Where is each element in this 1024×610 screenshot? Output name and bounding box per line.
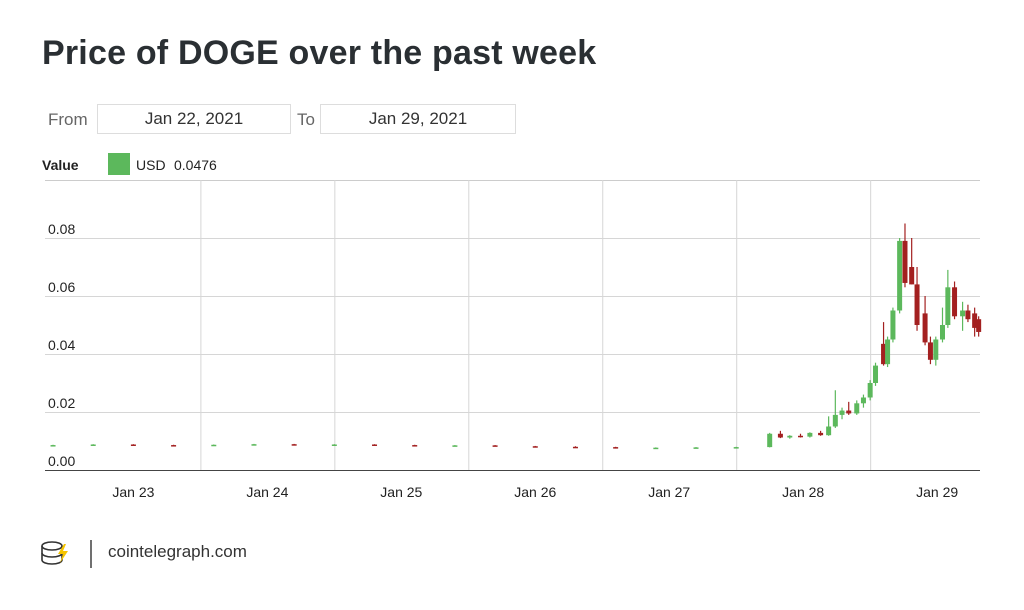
candle-body bbox=[291, 444, 297, 446]
candle-body bbox=[832, 414, 838, 427]
candle-body bbox=[922, 313, 928, 343]
candle-body bbox=[860, 397, 866, 404]
candle-body bbox=[807, 432, 813, 437]
candle-body bbox=[960, 310, 966, 317]
candle-body bbox=[653, 447, 659, 450]
x-tick-label: Jan 28 bbox=[782, 484, 824, 500]
candle-body bbox=[914, 284, 920, 325]
candle-body bbox=[767, 433, 773, 448]
candle-body bbox=[90, 444, 96, 446]
candle-body bbox=[897, 240, 903, 311]
candle-body bbox=[211, 444, 217, 447]
candle-body bbox=[945, 287, 951, 325]
logo bbox=[41, 540, 92, 568]
candle-body bbox=[909, 267, 915, 285]
y-tick-label: 0.00 bbox=[48, 453, 75, 469]
legend-title: Value bbox=[42, 157, 79, 173]
candle-body bbox=[890, 310, 896, 340]
candle-body bbox=[251, 444, 257, 446]
y-tick-label: 0.04 bbox=[48, 337, 75, 353]
candle-body bbox=[927, 342, 933, 360]
from-label: From bbox=[48, 110, 88, 129]
candle-body bbox=[826, 426, 832, 436]
candle-body bbox=[933, 339, 939, 360]
candle-body bbox=[854, 403, 860, 414]
candle-body bbox=[613, 447, 619, 449]
candle-body bbox=[372, 444, 378, 446]
candle-body bbox=[972, 313, 978, 328]
candle-body bbox=[965, 310, 971, 320]
candle-body bbox=[873, 365, 879, 383]
candle-body bbox=[572, 446, 578, 449]
candle-body bbox=[939, 325, 945, 340]
candle-body bbox=[693, 447, 699, 449]
candle-body bbox=[787, 435, 793, 438]
candle-body bbox=[976, 319, 982, 332]
candle-body bbox=[733, 447, 739, 449]
candle-body bbox=[952, 287, 958, 317]
candle-body bbox=[50, 445, 56, 447]
y-tick-label: 0.06 bbox=[48, 279, 75, 295]
to-label: To bbox=[297, 110, 315, 129]
legend-value: 0.0476 bbox=[174, 157, 217, 173]
candle-body bbox=[885, 339, 891, 365]
legend-swatch bbox=[108, 153, 130, 175]
candle-body bbox=[331, 444, 337, 446]
x-tick-label: Jan 24 bbox=[246, 484, 288, 500]
candle-body bbox=[839, 410, 845, 415]
candle-body bbox=[171, 445, 177, 447]
candle-body bbox=[777, 433, 783, 438]
x-tick-label: Jan 29 bbox=[916, 484, 958, 500]
candle-body bbox=[532, 446, 538, 448]
y-tick-label: 0.02 bbox=[48, 395, 75, 411]
x-tick-label: Jan 26 bbox=[514, 484, 556, 500]
x-tick-label: Jan 27 bbox=[648, 484, 690, 500]
candle-body bbox=[130, 444, 136, 446]
y-tick-label: 0.08 bbox=[48, 221, 75, 237]
footer-text: cointelegraph.com bbox=[108, 542, 247, 561]
candle-body bbox=[867, 383, 873, 398]
legend-label: USD bbox=[136, 157, 166, 173]
candle-body bbox=[846, 410, 852, 414]
candle-body bbox=[798, 435, 804, 438]
candle-body bbox=[452, 445, 458, 447]
candle-body bbox=[412, 445, 418, 447]
candle-body bbox=[492, 445, 498, 447]
candle-body bbox=[881, 343, 887, 365]
candle-body bbox=[818, 432, 824, 436]
candle-body bbox=[902, 240, 908, 283]
chart-title: Price of DOGE over the past week bbox=[42, 34, 597, 72]
x-tick-label: Jan 23 bbox=[112, 484, 154, 500]
to-date[interactable]: Jan 29, 2021 bbox=[320, 104, 516, 134]
from-date[interactable]: Jan 22, 2021 bbox=[97, 104, 291, 134]
x-tick-label: Jan 25 bbox=[380, 484, 422, 500]
